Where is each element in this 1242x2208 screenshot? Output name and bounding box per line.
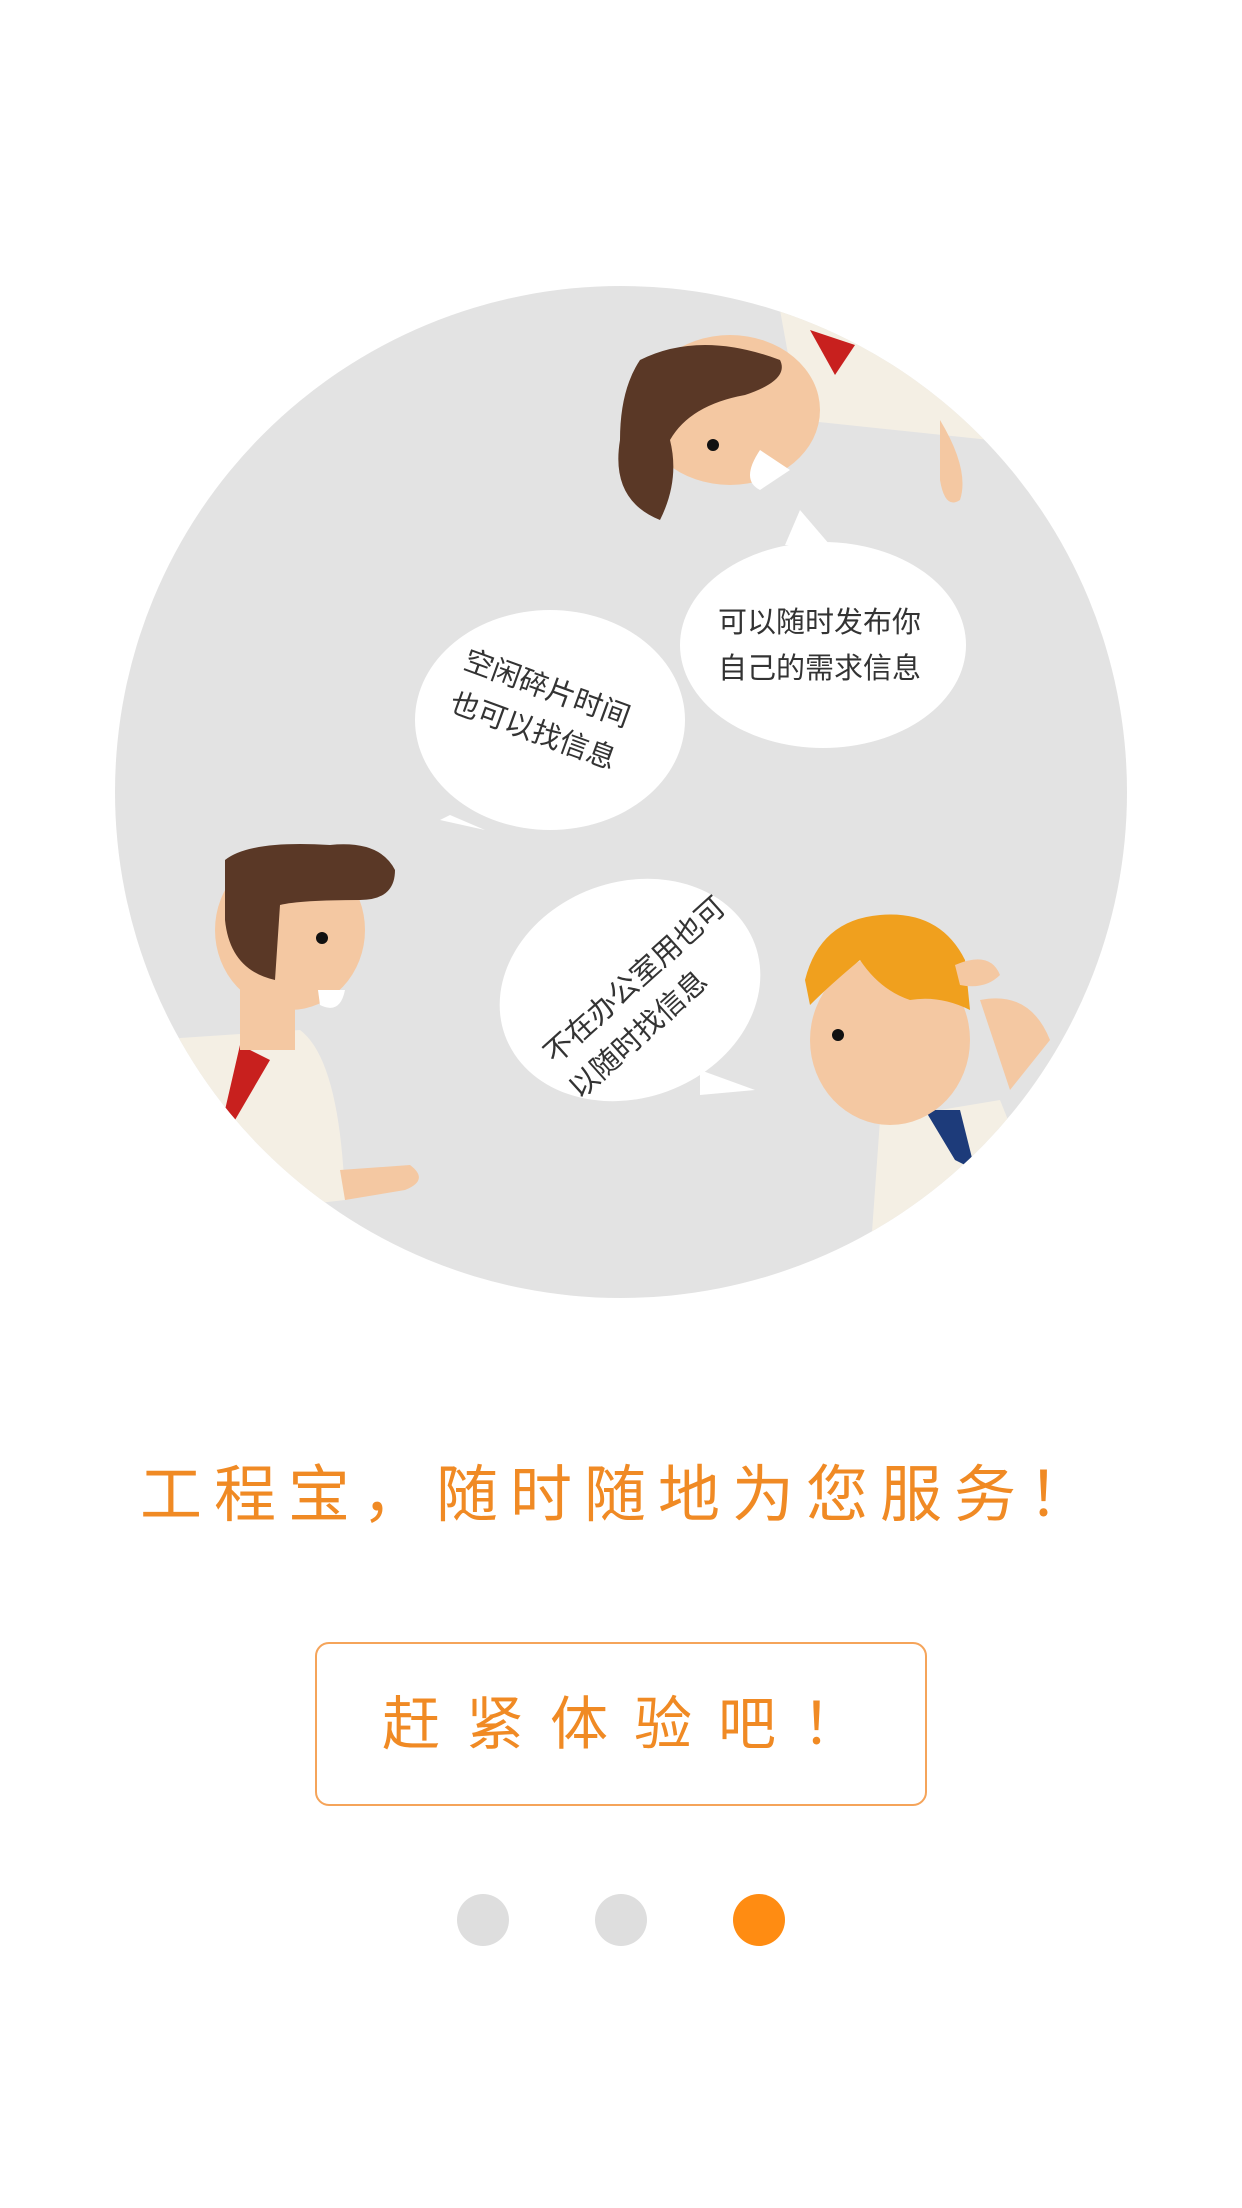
page-dot-2[interactable]: [595, 1894, 647, 1946]
speech-bubble-2-line-2: 自己的需求信息: [718, 651, 921, 685]
speech-bubble-2: 可以随时发布你 自己的需求信息: [680, 510, 966, 748]
page-dot-1[interactable]: [457, 1894, 509, 1946]
page-dot-3[interactable]: [733, 1894, 785, 1946]
tagline: 工程宝，随时随地为您服务！: [139, 1458, 1102, 1531]
page-indicator: [0, 1894, 1242, 1946]
illustration-svg: 空闲碎片时间 也可以找信息 可以随时发布你 自己的需求信息 不在办公室用也可 以…: [115, 286, 1127, 1298]
onboarding-illustration: 空闲碎片时间 也可以找信息 可以随时发布你 自己的需求信息 不在办公室用也可 以…: [115, 286, 1127, 1298]
try-now-button[interactable]: 赶紧体验吧！: [315, 1642, 927, 1806]
speech-bubble-3: 不在办公室用也可 以随时找信息: [499, 878, 761, 1105]
speech-bubble-1: 空闲碎片时间 也可以找信息: [415, 610, 685, 830]
speech-bubble-2-line-1: 可以随时发布你: [718, 605, 921, 639]
